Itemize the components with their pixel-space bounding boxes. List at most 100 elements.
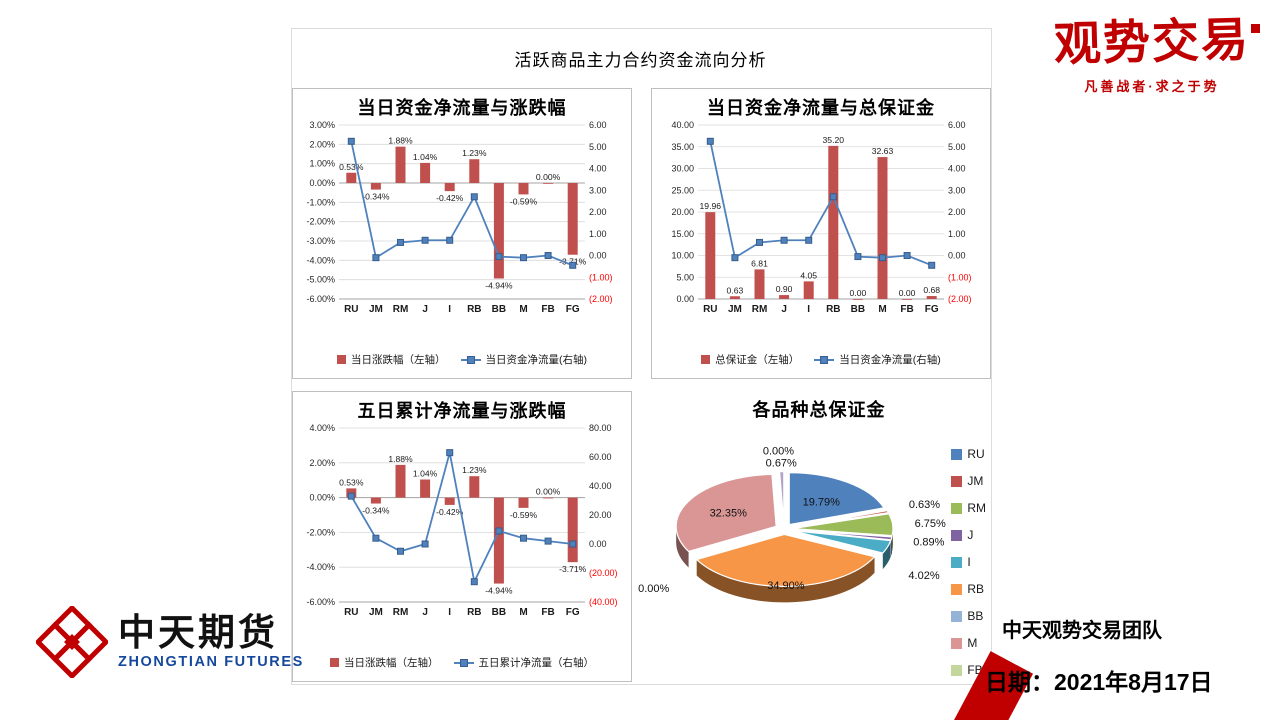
bar-label-RM: 1.88% (388, 454, 413, 464)
legend-label: JM (967, 474, 984, 488)
pie-legend-item-RM: RM (951, 501, 986, 515)
category-label-JM: JM (369, 304, 383, 315)
right-axis-tick: (40.00) (589, 597, 618, 607)
line-marker-RB (470, 578, 478, 586)
line-marker-FG (569, 540, 577, 548)
pie-slice-I (792, 530, 892, 554)
bar-label-FB: 0.00% (536, 172, 561, 182)
bar-JM (729, 296, 740, 299)
category-label-FB: FB (541, 607, 554, 618)
line-marker-JM (372, 534, 380, 542)
bar-series-swatch-icon (337, 355, 346, 364)
pie-slice-J (792, 529, 893, 541)
zhongtian-logo-icon (36, 606, 108, 678)
right-axis-tick: 80.00 (589, 423, 612, 433)
bar-label-JM: -0.34% (362, 192, 390, 202)
line-marker-J (421, 236, 429, 244)
bar-series-swatch-icon (701, 355, 711, 364)
bar-label-J: 1.04% (413, 152, 438, 162)
left-axis-tick: 2.00% (309, 139, 335, 149)
category-label-BB: BB (492, 607, 506, 618)
chart-panel-daily-flow-vs-change: 当日资金净流量与涨跌幅 3.00% 2.00% 1.00% 0.00% -1.00% -2… (292, 88, 632, 379)
line-marker-BB (495, 527, 503, 535)
category-label-RB: RB (467, 304, 481, 315)
chart-panel-margin-pie: 各品种总保证金 19.79% 0.63% 6.75% 0.89% 4.02% 34.90%… (638, 391, 990, 683)
bar-label-RM: 6.81 (751, 258, 768, 268)
line-series-swatch-icon (460, 355, 481, 364)
legend-swatch-icon (951, 502, 963, 514)
right-axis-tick: (1.00) (589, 272, 613, 282)
combo-chart-daily-flow-vs-change: 3.00% 2.00% 1.00% 0.00% -1.00% -2.00% -3.00% -4… (306, 120, 613, 315)
bar-RM (395, 146, 406, 183)
left-axis-tick: 5.00 (676, 272, 694, 282)
category-label-JM: JM (728, 304, 742, 315)
legend-swatch-icon (951, 610, 963, 622)
pie-label-FG: 0.67% (766, 457, 797, 469)
legend-swatch-icon (951, 448, 963, 460)
pie-label-JM: 0.63% (909, 499, 940, 511)
left-axis-tick: -4.00% (306, 562, 335, 572)
bar-M (518, 183, 529, 195)
bar-RB (828, 145, 839, 299)
pie-slice-RB (695, 533, 876, 587)
bar-JM (370, 497, 381, 504)
category-label-FB: FB (900, 304, 913, 315)
bar-RB (469, 476, 480, 498)
line-marker-J (421, 540, 429, 548)
category-label-FG: FG (566, 607, 580, 618)
chart-legend: 当日涨跌幅（左轴） 五日累计净流量（右轴） (293, 655, 631, 670)
right-axis-tick: 5.00 (589, 142, 607, 152)
left-axis-tick: -4.00% (306, 255, 335, 265)
charts-outer-border (291, 28, 992, 685)
line-marker-RM (397, 238, 404, 246)
right-axis-tick: 1.00 (589, 229, 607, 239)
guanshi-brand: 观势交易 凡善战者·求之于势 (1038, 14, 1266, 95)
bar-label-M: 32.63 (872, 146, 894, 156)
bar-M (518, 497, 529, 508)
chart-title: 当日资金净流量与涨跌幅 (357, 98, 567, 118)
category-label-I: I (807, 304, 810, 315)
line-marker-I (446, 236, 454, 244)
category-label-J: J (422, 607, 428, 618)
bar-FB (902, 299, 913, 300)
category-label-M: M (519, 304, 527, 315)
bar-label-BB: -4.94% (485, 281, 513, 291)
pie-legend-item-RU: RU (951, 447, 986, 461)
line-marker-RU (347, 137, 355, 145)
right-axis-tick: 6.00 (589, 120, 607, 130)
bar-label-J: 0.90 (776, 284, 793, 294)
legend-label: RM (967, 501, 986, 515)
left-axis-tick: 40.00 (671, 120, 694, 130)
line-marker-FG (928, 261, 936, 269)
line-marker-RM (756, 238, 763, 246)
line-series (350, 141, 574, 267)
bar-series-label: 当日涨跌幅（左轴） (351, 354, 446, 366)
bar-J (779, 295, 790, 299)
right-axis-tick: 4.00 (589, 164, 607, 174)
pie-legend: RU JM RM J I RB BB M FB (951, 447, 986, 677)
bar-label-FG: 0.68 (923, 285, 940, 295)
right-axis-tick: 2.00 (589, 207, 607, 217)
category-label-JM: JM (369, 607, 383, 618)
category-label-FG: FG (925, 304, 939, 315)
category-label-RM: RM (393, 607, 409, 618)
line-marker-M (520, 254, 527, 262)
category-label-RB: RB (467, 607, 481, 618)
zhongtian-name-en: ZHONGTIAN FUTURES (118, 654, 304, 671)
line-series (709, 141, 933, 267)
left-axis-tick: 0.00% (309, 493, 335, 503)
left-axis-tick: 30.00 (671, 164, 694, 174)
bar-label-JM: 0.63 (727, 285, 744, 295)
left-axis-tick: 2.00% (309, 458, 335, 468)
category-label-I: I (448, 304, 451, 315)
bar-RM (754, 269, 765, 299)
bar-RB (469, 159, 480, 183)
chart-title: 各品种总保证金 (752, 400, 886, 420)
bar-label-JM: -0.34% (362, 506, 390, 516)
right-axis-tick: 2.00 (948, 207, 966, 217)
chart-legend: 总保证金（左轴） 当日资金净流量(右轴) (652, 352, 990, 367)
left-axis-tick: 35.00 (671, 142, 694, 152)
line-series-label: 五日累计净流量（右轴） (478, 657, 595, 669)
line-marker-M (520, 534, 527, 542)
bar-label-FB: 0.00% (536, 487, 561, 497)
